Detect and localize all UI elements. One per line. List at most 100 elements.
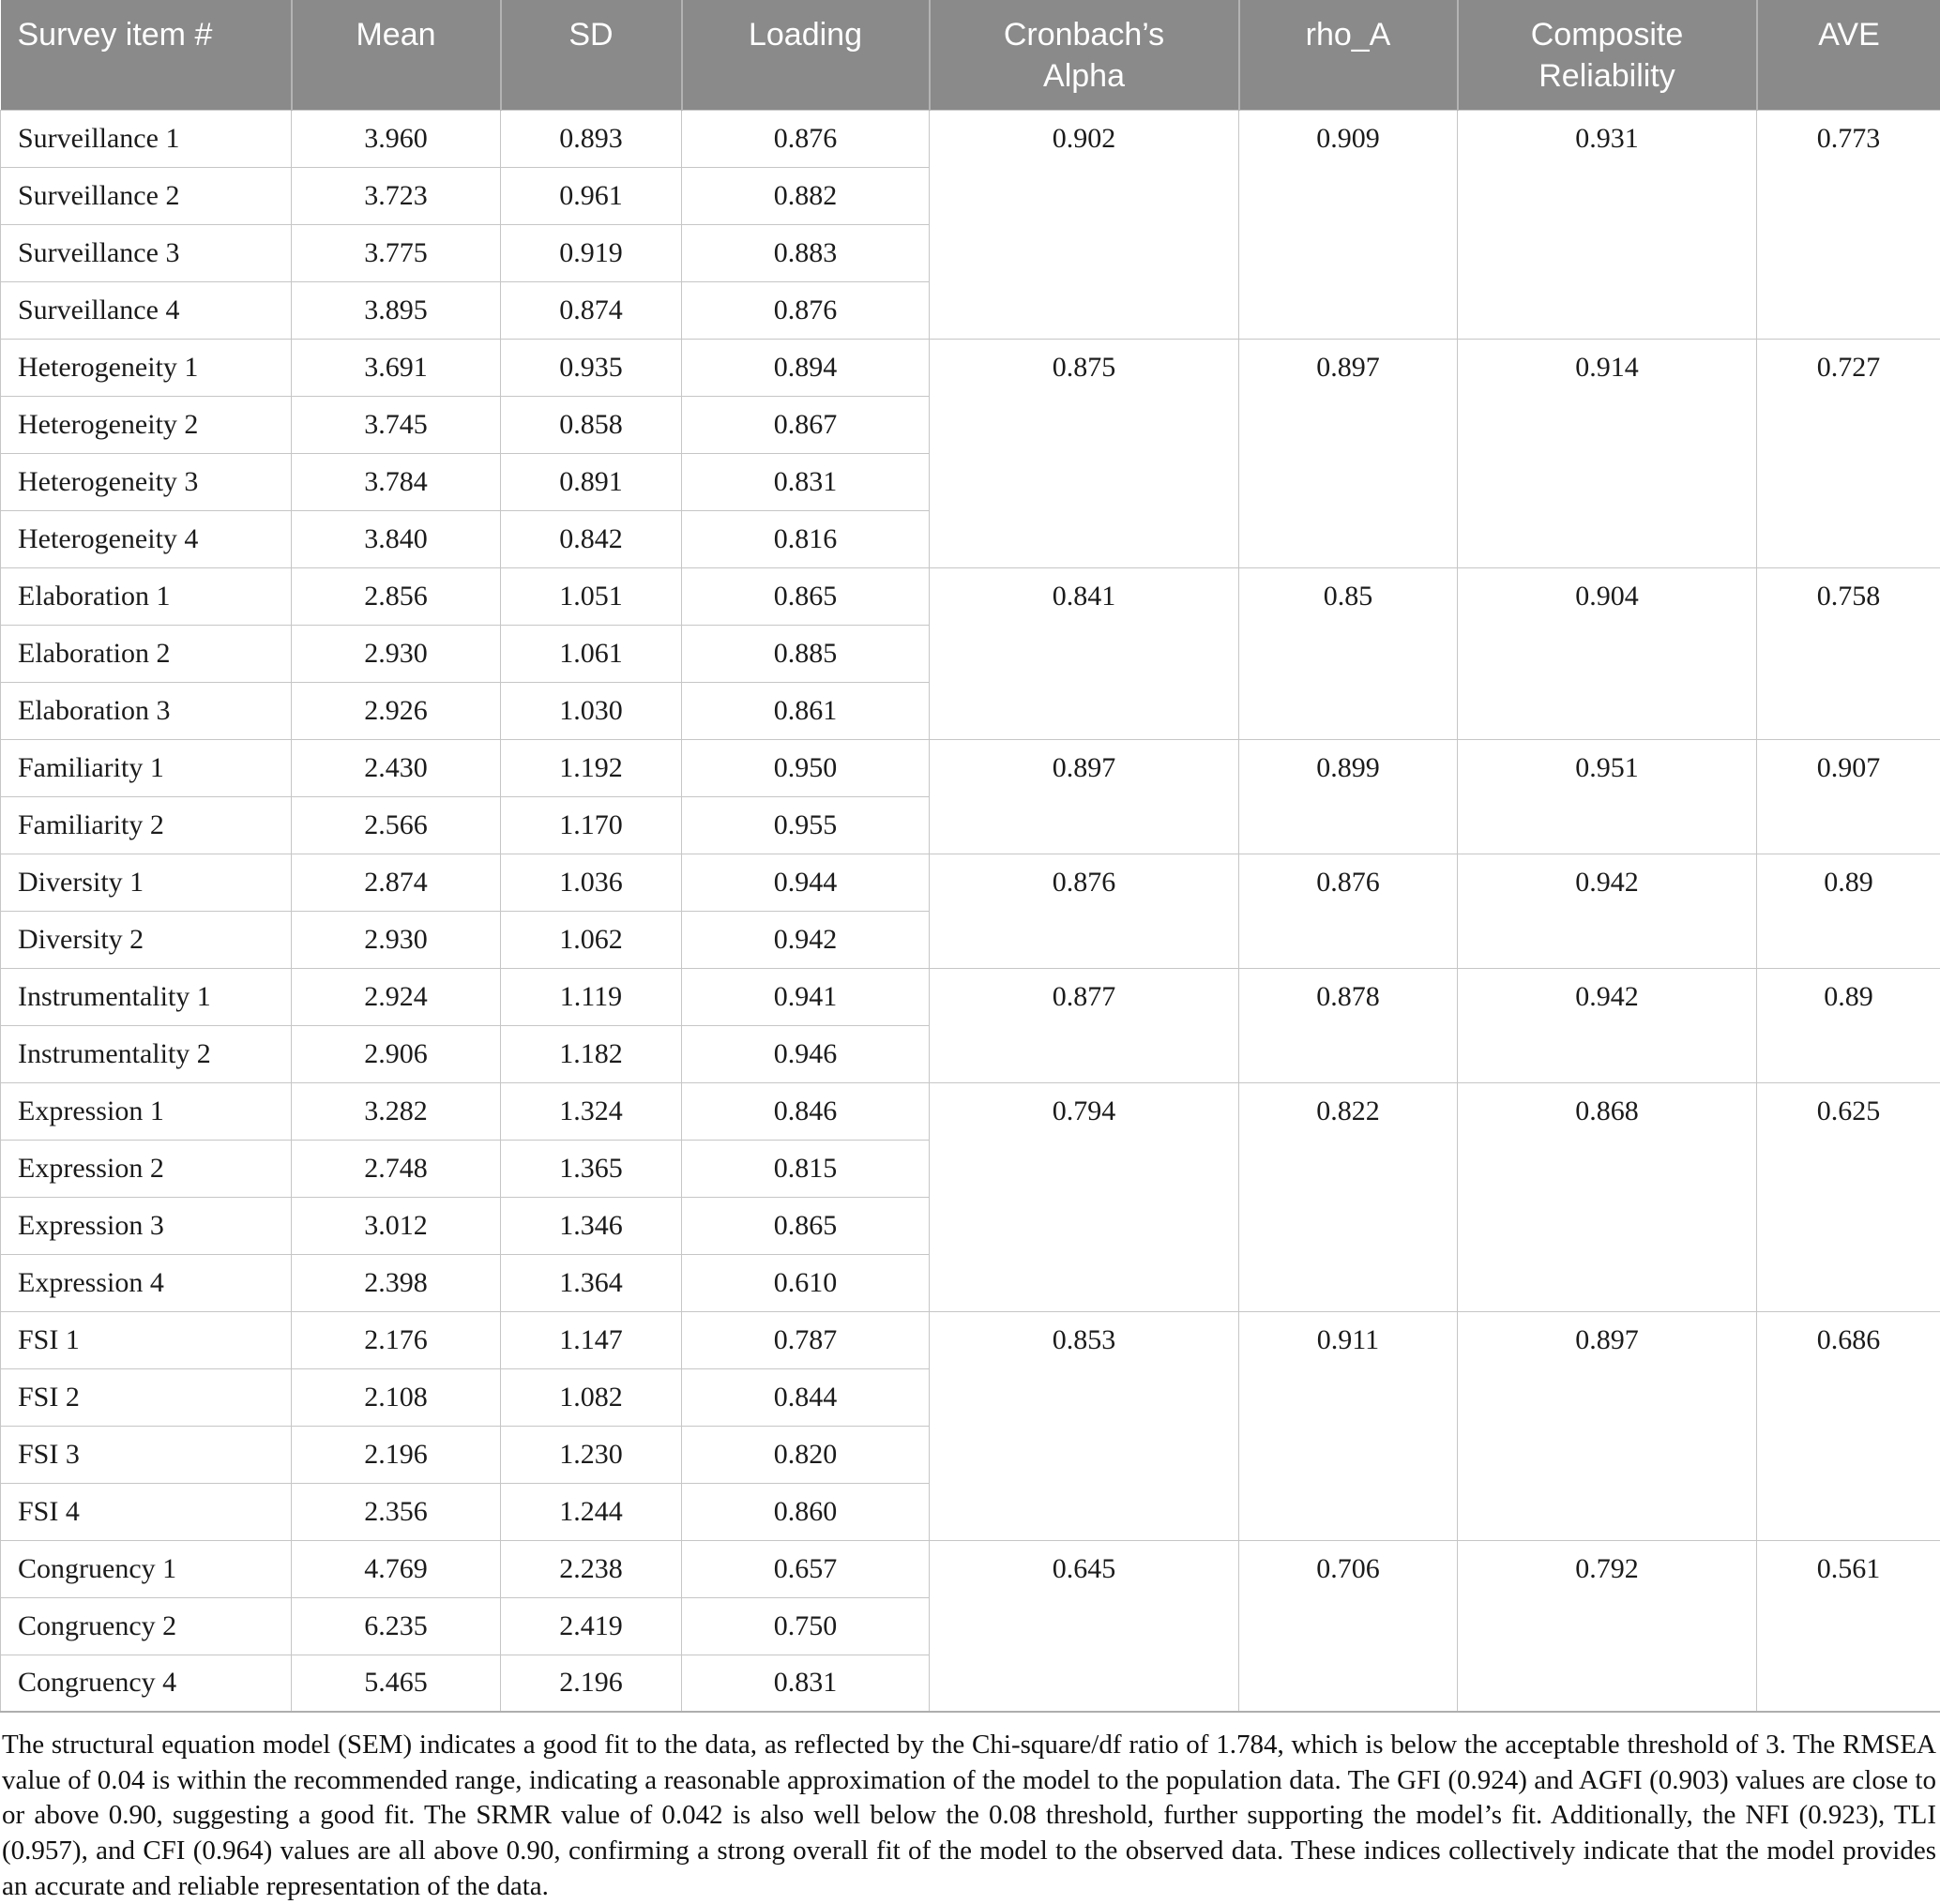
sd-cell: 0.874 [501,281,682,339]
ave-cell: 0.907 [1757,739,1940,854]
loading-cell: 0.846 [682,1082,930,1140]
rho-a-cell: 0.911 [1239,1311,1458,1540]
composite-reliability-cell: 0.931 [1458,110,1757,339]
composite-reliability-cell: 0.868 [1458,1082,1757,1311]
sd-cell: 2.196 [501,1655,682,1712]
item-cell: FSI 3 [1,1426,292,1483]
mean-cell: 4.769 [292,1540,501,1597]
sd-cell: 1.182 [501,1025,682,1082]
cronbachs-alpha-cell: 0.876 [930,854,1239,968]
sd-cell: 1.365 [501,1140,682,1197]
ave-cell: 0.89 [1757,968,1940,1082]
mean-cell: 2.930 [292,625,501,682]
ave-cell: 0.727 [1757,339,1940,567]
cronbachs-alpha-cell: 0.794 [930,1082,1239,1311]
item-cell: Heterogeneity 2 [1,396,292,453]
loading-cell: 0.657 [682,1540,930,1597]
ave-cell: 0.686 [1757,1311,1940,1540]
ave-cell: 0.758 [1757,567,1940,739]
mean-cell: 5.465 [292,1655,501,1712]
column-header-cronbachs-alpha: Cronbach’s Alpha [930,0,1239,110]
loading-cell: 0.867 [682,396,930,453]
ave-cell: 0.89 [1757,854,1940,968]
loading-cell: 0.876 [682,281,930,339]
table-header: Survey item # Mean SD Loading Cronbach’s… [1,0,1940,110]
item-cell: Heterogeneity 3 [1,453,292,510]
loading-cell: 0.876 [682,110,930,167]
item-cell: Familiarity 2 [1,796,292,854]
loading-cell: 0.831 [682,453,930,510]
sd-cell: 1.082 [501,1368,682,1426]
sd-cell: 1.192 [501,739,682,796]
mean-cell: 2.356 [292,1483,501,1540]
item-cell: Heterogeneity 1 [1,339,292,396]
composite-reliability-cell: 0.951 [1458,739,1757,854]
mean-cell: 2.748 [292,1140,501,1197]
cronbachs-alpha-cell: 0.897 [930,739,1239,854]
loading-cell: 0.950 [682,739,930,796]
header-row: Survey item # Mean SD Loading Cronbach’s… [1,0,1940,110]
mean-cell: 2.566 [292,796,501,854]
column-header-rho-a: rho_A [1239,0,1458,110]
loading-cell: 0.894 [682,339,930,396]
mean-cell: 3.723 [292,167,501,224]
mean-cell: 2.924 [292,968,501,1025]
loading-cell: 0.815 [682,1140,930,1197]
sd-cell: 2.238 [501,1540,682,1597]
item-cell: Surveillance 2 [1,167,292,224]
column-header-loading: Loading [682,0,930,110]
mean-cell: 3.840 [292,510,501,567]
loading-cell: 0.882 [682,167,930,224]
item-cell: Expression 4 [1,1254,292,1311]
sd-cell: 1.051 [501,567,682,625]
cronbachs-alpha-cell: 0.841 [930,567,1239,739]
sd-cell: 0.858 [501,396,682,453]
loading-cell: 0.750 [682,1597,930,1655]
column-header-composite-reliability: Composite Reliability [1458,0,1757,110]
item-cell: Elaboration 3 [1,682,292,739]
item-cell: Elaboration 2 [1,625,292,682]
mean-cell: 2.856 [292,567,501,625]
cronbachs-alpha-cell: 0.645 [930,1540,1239,1712]
sd-cell: 1.346 [501,1197,682,1254]
loading-cell: 0.844 [682,1368,930,1426]
composite-reliability-cell: 0.942 [1458,854,1757,968]
item-cell: FSI 4 [1,1483,292,1540]
mean-cell: 3.775 [292,224,501,281]
item-cell: Instrumentality 2 [1,1025,292,1082]
mean-cell: 2.430 [292,739,501,796]
rho-a-cell: 0.85 [1239,567,1458,739]
column-header-mean: Mean [292,0,501,110]
mean-cell: 6.235 [292,1597,501,1655]
ave-cell: 0.561 [1757,1540,1940,1712]
mean-cell: 2.874 [292,854,501,911]
sd-cell: 1.324 [501,1082,682,1140]
item-cell: Congruency 4 [1,1655,292,1712]
mean-cell: 3.691 [292,339,501,396]
mean-cell: 3.745 [292,396,501,453]
sd-cell: 2.419 [501,1597,682,1655]
mean-cell: 2.906 [292,1025,501,1082]
item-cell: Expression 1 [1,1082,292,1140]
loading-cell: 0.787 [682,1311,930,1368]
rho-a-cell: 0.899 [1239,739,1458,854]
sd-cell: 1.030 [501,682,682,739]
cronbachs-alpha-cell: 0.877 [930,968,1239,1082]
loading-cell: 0.861 [682,682,930,739]
sd-cell: 0.961 [501,167,682,224]
mean-cell: 2.176 [292,1311,501,1368]
composite-reliability-cell: 0.897 [1458,1311,1757,1540]
sd-cell: 1.364 [501,1254,682,1311]
item-cell: Expression 3 [1,1197,292,1254]
sd-cell: 0.842 [501,510,682,567]
loading-cell: 0.946 [682,1025,930,1082]
rho-a-cell: 0.878 [1239,968,1458,1082]
ave-cell: 0.773 [1757,110,1940,339]
mean-cell: 3.012 [292,1197,501,1254]
item-cell: Congruency 1 [1,1540,292,1597]
